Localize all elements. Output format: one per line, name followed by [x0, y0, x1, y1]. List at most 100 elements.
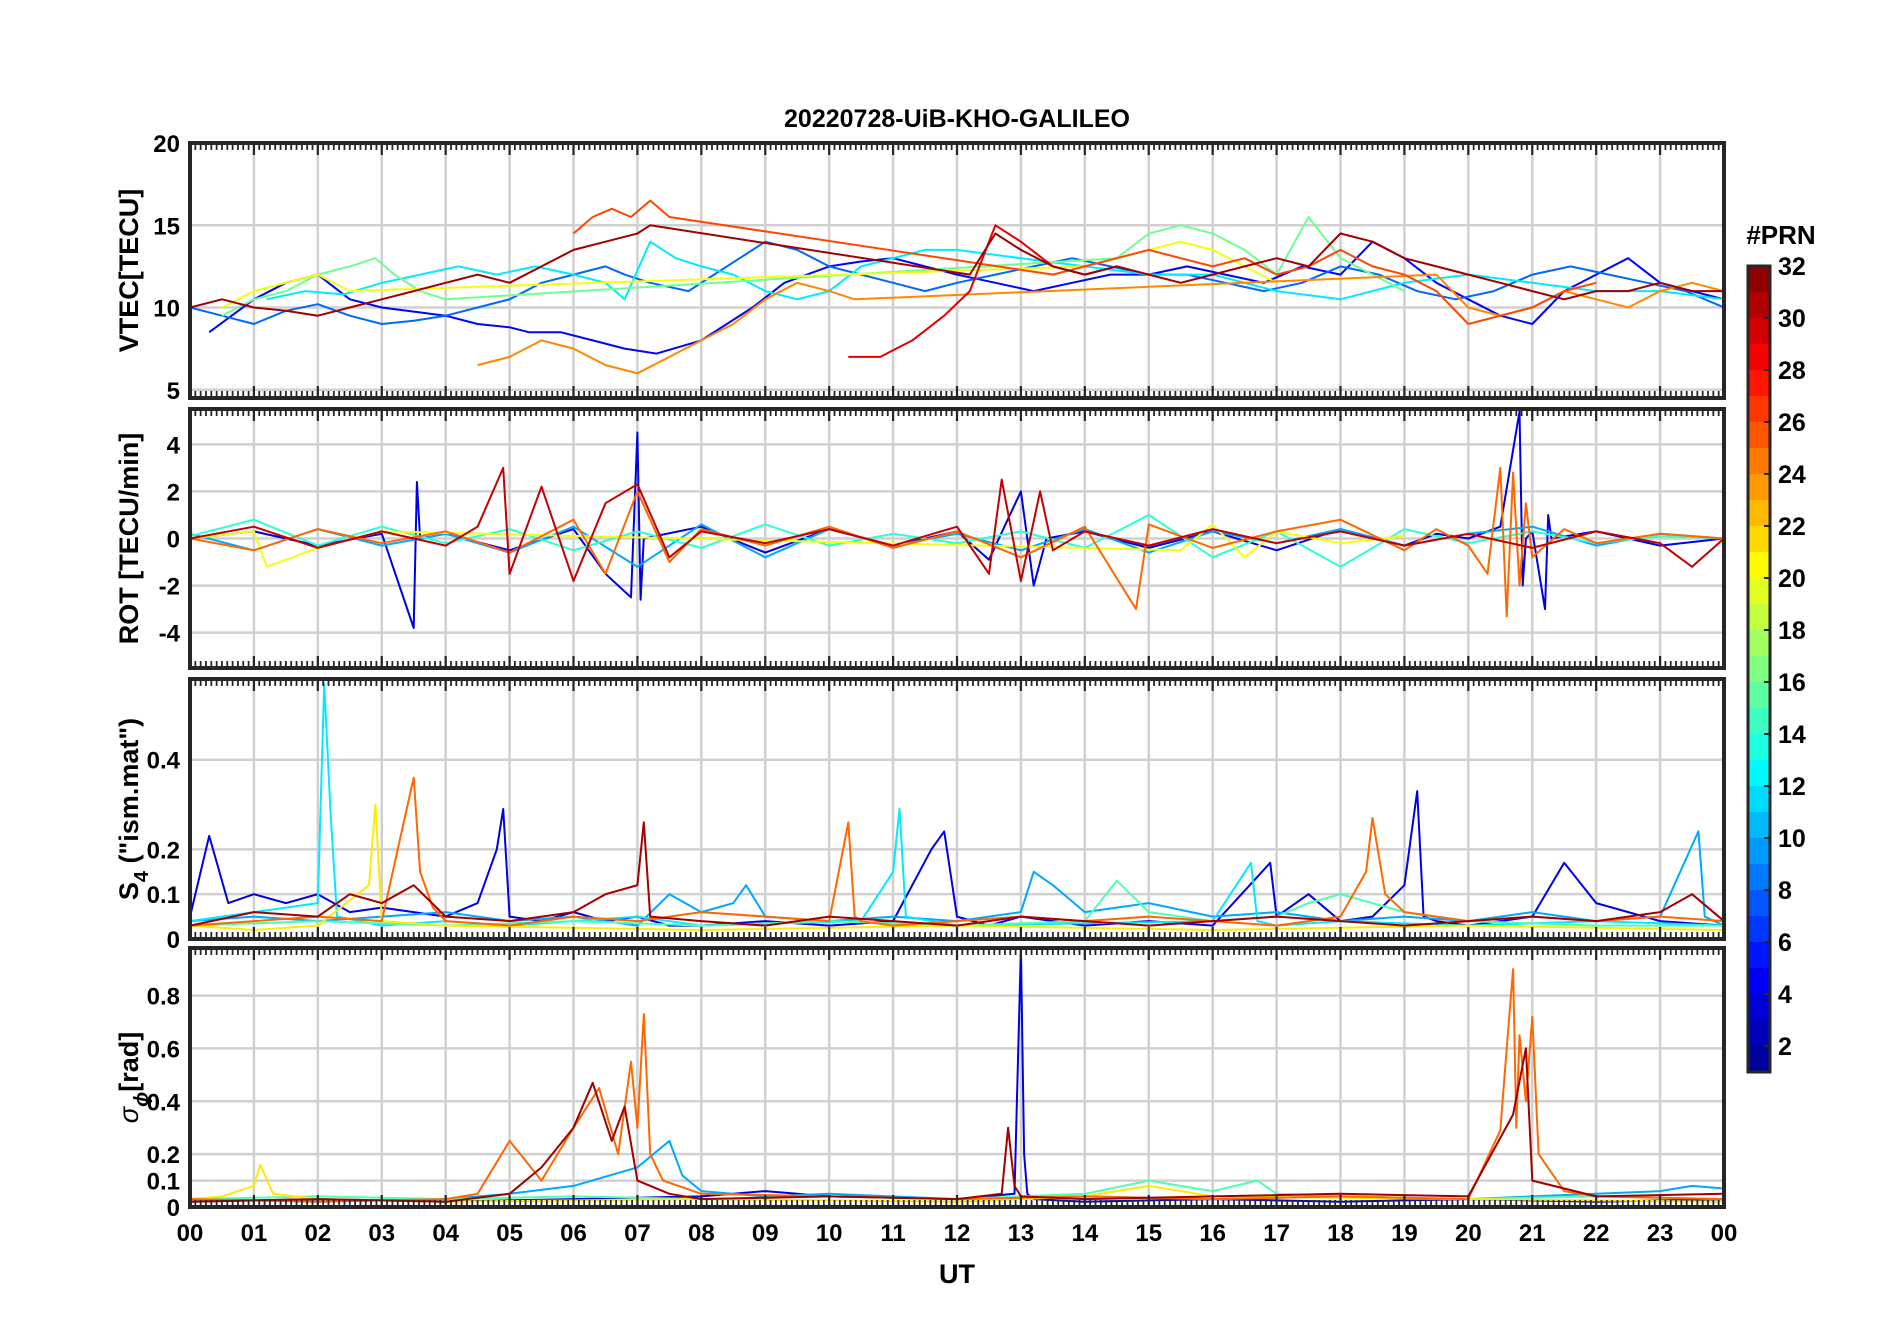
x-tick-label: 18 — [1327, 1220, 1354, 1247]
colorbar-segment — [1748, 682, 1770, 709]
y-tick-label: 0.4 — [147, 1089, 181, 1116]
series-line-prn-4 — [190, 790, 1724, 927]
x-tick-label: 21 — [1519, 1220, 1546, 1247]
colorbar-tick-label: 12 — [1778, 773, 1806, 801]
panel-sigma_phi: 00.10.2 0.4 0.6 0.8 σϕ[rad] 00 01 02 03 04 05 06 07 0… — [114, 946, 1738, 1247]
colorbar-segment — [1748, 422, 1770, 449]
x-tick-label: 00 — [177, 1220, 204, 1247]
colorbar-tick-label: 32 — [1778, 253, 1806, 281]
colorbar-tick-label: 26 — [1778, 409, 1806, 437]
y-tick-label: 0 — [167, 527, 180, 554]
x-tick-label: 22 — [1583, 1220, 1610, 1247]
axes-frame — [188, 407, 1726, 670]
colorbar-segment — [1748, 942, 1770, 969]
y-tick-label: 10 — [153, 296, 180, 323]
x-tick-label: 08 — [688, 1220, 715, 1247]
y-tick-label: 0.1 — [147, 1169, 180, 1196]
x-tick-label: 01 — [241, 1220, 268, 1247]
y-tick-label: 0.4 — [147, 748, 181, 775]
y-tick-label: 2 — [167, 479, 180, 506]
x-tick-label: 07 — [624, 1220, 651, 1247]
y-axis-label: ROT [TECU/min] — [114, 433, 144, 644]
y-axis-label: σϕ[rad] — [114, 1032, 153, 1123]
colorbar-segment — [1748, 552, 1770, 579]
series-line-prn-16 — [221, 216, 1405, 317]
y-tick-label: 0.2 — [147, 837, 180, 864]
colorbar-tick-label: 28 — [1778, 357, 1806, 385]
y-tick-label: 0 — [167, 1195, 180, 1222]
colorbar-segment — [1748, 656, 1770, 683]
panel-rot: -4 -2 0 2 4 ROT [TECU/min] — [114, 407, 1726, 670]
axes-frame — [188, 946, 1726, 1209]
series-group — [190, 682, 1724, 931]
colorbar-segment — [1748, 396, 1770, 423]
y-tick-label: 5 — [167, 378, 180, 405]
colorbar-segment — [1748, 760, 1770, 787]
y-tick-label: 0 — [167, 927, 180, 954]
x-tick-label: 17 — [1263, 1220, 1290, 1247]
y-tick-label: 0.6 — [147, 1036, 180, 1063]
colorbar-segment — [1748, 474, 1770, 501]
y-axis-label: VTEC[TECU] — [114, 189, 144, 353]
y-axis-label: S4 ("ism.mat") — [114, 718, 153, 900]
y-tick-label: 20 — [153, 131, 180, 158]
x-tick-label: 20 — [1455, 1220, 1482, 1247]
colorbar-segment — [1748, 344, 1770, 371]
colorbar-segment — [1748, 370, 1770, 397]
series-group — [190, 410, 1724, 629]
x-tick-label: 06 — [560, 1220, 587, 1247]
colorbar-segment — [1748, 812, 1770, 839]
colorbar-segment — [1748, 266, 1770, 293]
colorbar-segment — [1748, 448, 1770, 475]
series-line-prn-30 — [190, 466, 1724, 582]
colorbar-segment — [1748, 1046, 1770, 1073]
axes-frame — [188, 677, 1726, 941]
x-tick-label: 19 — [1391, 1220, 1418, 1247]
colorbar-label: #PRN — [1746, 220, 1815, 250]
x-tick-label: 02 — [304, 1220, 331, 1247]
x-tick-label: 04 — [432, 1220, 459, 1247]
colorbar-segment — [1748, 500, 1770, 527]
series-line-prn-21 — [190, 803, 1724, 931]
colorbar-tick-label: 4 — [1778, 981, 1792, 1009]
y-tick-label: 0.1 — [147, 882, 180, 909]
colorbar-frame — [1746, 264, 1772, 1074]
colorbar-segment — [1748, 708, 1770, 735]
series-line-prn-25 — [190, 466, 1724, 618]
colorbar-segment — [1748, 994, 1770, 1021]
x-tick-label: 03 — [368, 1220, 395, 1247]
colorbar-tick-label: 6 — [1778, 929, 1792, 957]
colorbar-segment — [1748, 1020, 1770, 1047]
x-tick-label: 23 — [1647, 1220, 1674, 1247]
x-tick-label: 15 — [1135, 1220, 1162, 1247]
y-tick-label: 0.2 — [147, 1142, 180, 1169]
y-tick-label: 15 — [153, 213, 180, 240]
x-tick-label: 12 — [944, 1220, 971, 1247]
x-tick-label: 13 — [1008, 1220, 1035, 1247]
colorbar-tick-label: 2 — [1778, 1033, 1792, 1061]
colorbar-tick-label: 10 — [1778, 825, 1806, 853]
colorbar-segment — [1748, 864, 1770, 891]
series-line-prn-12 — [266, 240, 1724, 301]
colorbar-tick-label: 20 — [1778, 565, 1806, 593]
x-tick-label: 11 — [880, 1220, 905, 1247]
series-line-prn-14 — [190, 514, 1724, 568]
colorbar-segment — [1748, 578, 1770, 605]
colorbar-segment — [1748, 630, 1770, 657]
colorbar-segment — [1748, 734, 1770, 761]
colorbar-tick-label: 16 — [1778, 669, 1806, 697]
panel-vtec: 5 10 15 20 VTEC[TECU] — [114, 131, 1726, 405]
colorbar-tick-label: 14 — [1778, 721, 1806, 749]
x-tick-label: 05 — [496, 1220, 523, 1247]
series-line-prn-8 — [190, 240, 1724, 325]
x-tick-label: 00 — [1711, 1220, 1738, 1247]
x-tick-label: 14 — [1071, 1220, 1098, 1247]
series-line-prn-26 — [572, 199, 1597, 325]
x-axis-label: UT — [939, 1259, 975, 1289]
series-line-prn-29 — [848, 224, 1118, 358]
series-group — [190, 199, 1724, 375]
y-tick-label: 0.8 — [147, 984, 180, 1011]
